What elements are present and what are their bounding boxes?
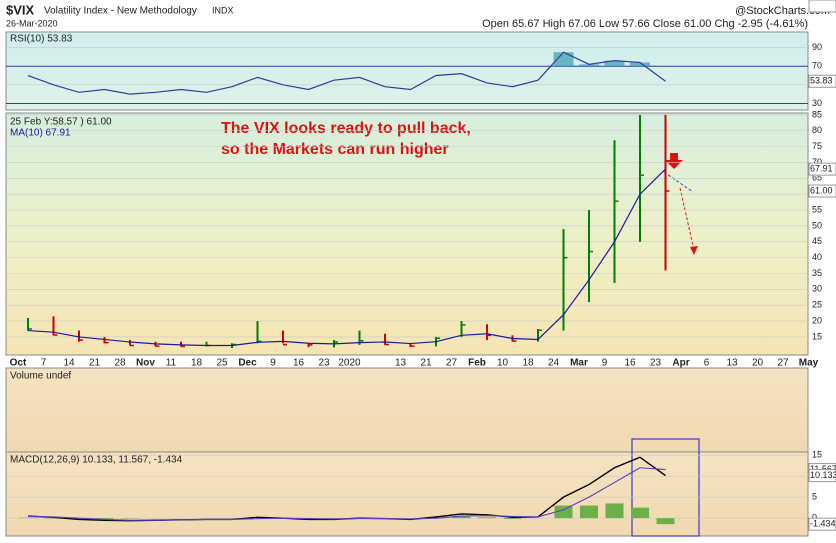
price-title: 25 Feb Y:58.57 ) 61.00 [10,117,112,128]
histogram-bar [657,518,675,524]
symbol: $VIX [6,2,35,17]
x-tick-label: 6 [704,358,710,369]
annotation: The VIX looks ready to pull back, [221,120,471,137]
x-tick-label: 10 [497,358,509,369]
x-tick-label: 16 [624,358,636,369]
value-tag [809,0,836,12]
y-tick-label: 70 [812,61,822,71]
y-tick-label: 85 [812,109,822,119]
histogram-bar [606,503,624,518]
x-tick-label: 13 [726,358,738,369]
quote: Open 65.67 High 67.06 Low 57.66 Close 61… [482,18,808,30]
macd-title: MACD(12,26,9) 10.133, 11.567, -1.434 [10,455,183,466]
volume-title: Volume undef [10,371,71,382]
y-tick-label: 30 [812,284,822,294]
histogram-bar [504,518,522,519]
x-tick-label: 25 [216,358,228,369]
histogram-bar [478,517,496,518]
annotation: so the Markets can run higher [221,141,449,158]
x-tick-label: 20 [752,358,764,369]
rsi-panel [6,32,808,110]
exchange: INDX [212,5,234,15]
histogram-bar [580,506,598,519]
x-tick-label: 28 [114,358,126,369]
x-tick-label: Apr [672,358,689,369]
y-tick-label: 90 [812,42,822,52]
y-tick-label: 15 [812,450,822,460]
x-tick-label: Oct [10,358,27,369]
x-tick-label: 7 [41,358,47,369]
x-tick-label: 14 [63,358,75,369]
y-tick-label: 50 [812,220,822,230]
x-tick-label: 18 [522,358,534,369]
x-tick-label: Nov [136,358,155,369]
x-tick-label: 23 [650,358,662,369]
x-tick-label: 23 [318,358,330,369]
date: 26-Mar-2020 [6,18,58,28]
x-tick-label: Dec [238,358,257,369]
value-tag-label: 10.133 [810,470,836,480]
y-tick-label: 35 [812,268,822,278]
x-tick-label: 11 [166,358,177,369]
x-tick-label: May [799,358,819,369]
y-tick-label: 20 [812,315,822,325]
x-tick-label: 9 [270,358,276,369]
x-tick-label: 18 [191,358,203,369]
y-tick-label: 40 [812,252,822,262]
y-tick-label: 80 [812,125,822,135]
y-tick-label: 25 [812,300,822,310]
x-tick-label: 9 [602,358,608,369]
y-tick-label: 45 [812,236,822,246]
value-tag-label: -1.434 [810,519,836,529]
rsi-title: RSI(10) 53.83 [10,34,73,45]
y-tick-label: 15 [812,331,822,341]
y-tick-label: 30 [812,98,822,108]
legend-entry: MA(10) 67.91 [10,128,71,139]
x-tick-label: 21 [420,358,432,369]
name: Volatility Index - New Methodology [44,6,197,17]
x-tick-label: 2020 [338,358,361,369]
x-tick-label: 16 [293,358,305,369]
y-tick-label: 55 [812,204,822,214]
x-tick-label: 27 [446,358,458,369]
x-tick-label: Feb [468,358,486,369]
x-tick-label: 21 [89,358,101,369]
x-tick-label: 24 [548,358,560,369]
y-tick-label: 75 [812,141,822,151]
x-tick-label: Mar [570,358,588,369]
histogram-bar [631,508,649,519]
y-tick-label: 5 [812,492,817,502]
value-tag-label: 53.83 [810,76,833,86]
x-tick-label: 27 [777,358,789,369]
value-tag-label: 61.00 [810,185,833,195]
x-tick-label: 13 [395,358,407,369]
value-tag-label: 67.91 [810,163,833,173]
